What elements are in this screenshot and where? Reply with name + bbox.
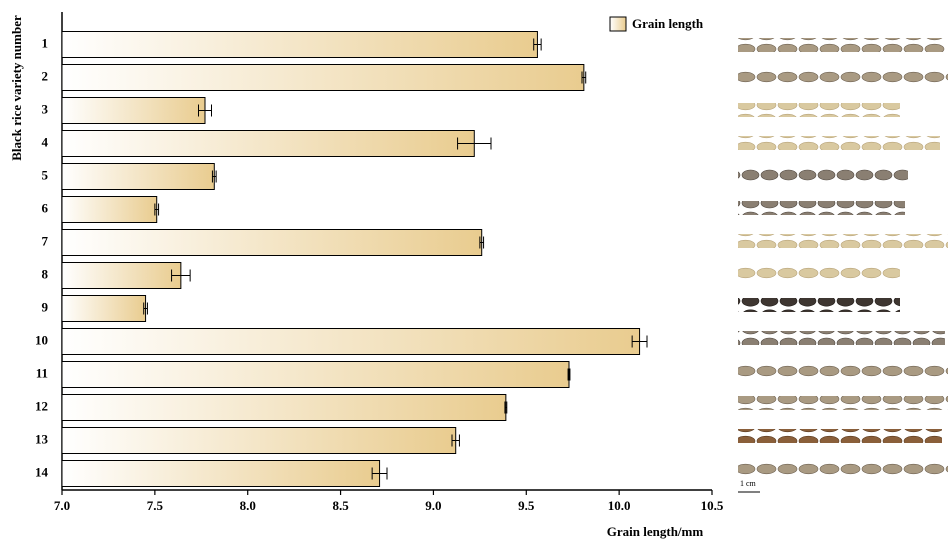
x-axis-label: Grain length/mm (607, 524, 704, 539)
grain-row (738, 429, 942, 443)
y-tick-label: 10 (35, 332, 48, 347)
bar (62, 362, 569, 388)
x-tick-label: 8.5 (332, 498, 349, 513)
bar (62, 65, 584, 91)
grain-row (738, 38, 945, 52)
grain-row (738, 266, 900, 280)
grain-row (738, 201, 905, 215)
bar (62, 461, 380, 487)
grain-row (738, 234, 948, 248)
grain-row (738, 462, 948, 476)
bar (62, 98, 205, 124)
y-axis-label: Black rice variety number (9, 15, 24, 161)
y-tick-label: 9 (42, 299, 49, 314)
x-tick-label: 7.5 (147, 498, 164, 513)
y-tick-label: 6 (42, 200, 49, 215)
bar (62, 197, 157, 223)
scale-label: 1 cm (740, 479, 757, 488)
chart: 1 cm Grain length/mm Black rice variety … (0, 0, 950, 542)
bar (62, 395, 506, 421)
x-tick-label: 8.0 (240, 498, 256, 513)
bar (62, 263, 181, 289)
grain-row (738, 396, 948, 410)
y-tick-label: 7 (42, 233, 49, 248)
bar (62, 296, 146, 322)
y-tick-label: 13 (35, 431, 49, 446)
grain-row (738, 70, 948, 84)
grain-row (738, 298, 900, 312)
bar (62, 164, 214, 190)
bar (62, 230, 482, 256)
bar (62, 32, 537, 58)
grain-photo: 1 cm (738, 38, 948, 492)
bar (62, 329, 640, 355)
x-tick-label: 10.0 (608, 498, 631, 513)
bar (62, 131, 474, 157)
grain-row (738, 136, 940, 150)
y-tick-label: 14 (35, 464, 49, 479)
y-tick-label: 11 (36, 365, 48, 380)
y-tick-label: 3 (42, 101, 49, 116)
x-tick-label: 9.5 (518, 498, 535, 513)
y-tick-label: 1 (42, 35, 49, 50)
x-tick-label: 9.0 (425, 498, 441, 513)
grain-row (738, 331, 945, 345)
grain-row (738, 168, 908, 182)
y-tick-label: 4 (42, 134, 49, 149)
y-tick-label: 8 (42, 266, 49, 281)
grain-row (738, 364, 948, 378)
y-tick-label: 12 (35, 398, 48, 413)
y-tick-label: 5 (42, 167, 49, 182)
grain-row (738, 103, 900, 117)
legend-label: Grain length (632, 16, 704, 31)
x-tick-label: 10.5 (701, 498, 724, 513)
bar (62, 428, 456, 454)
y-tick-label: 2 (42, 68, 49, 83)
legend-swatch (610, 17, 626, 31)
x-tick-label: 7.0 (54, 498, 70, 513)
